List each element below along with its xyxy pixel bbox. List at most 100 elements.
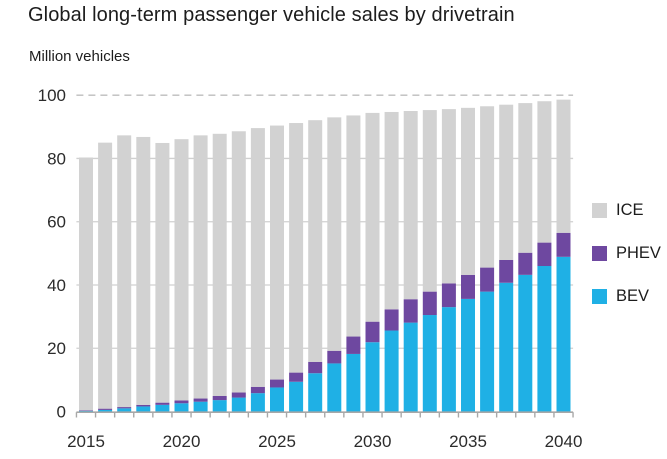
bar-segment-phev-2026 [289,372,304,382]
bar-segment-ice-2034 [441,109,456,284]
bar-segment-ice-2025 [270,125,284,380]
bar-segment-bev-2040 [556,256,571,412]
bar-segment-ice-2037 [499,104,514,260]
bar-segment-ice-2021 [193,135,208,399]
bar-segment-bev-2034 [441,307,456,412]
bar-segment-ice-2038 [518,103,533,253]
y-tick-label-20: 20 [47,339,66,358]
bar-segment-ice-2030 [365,112,380,322]
x-tick-label-2030: 2030 [354,432,392,451]
bar-segment-bev-2029 [346,353,361,412]
bar-segment-bev-2037 [499,282,514,412]
bar-segment-bev-2039 [537,266,552,412]
y-tick-label-60: 60 [47,213,66,232]
bar-segment-phev-2039 [537,242,552,267]
bar-segment-ice-2018 [136,136,151,405]
bar-segment-bev-2031 [384,330,399,412]
bar-segment-phev-2033 [422,291,437,316]
bar-segment-bev-2025 [270,387,284,412]
bar-segment-ice-2027 [308,120,323,362]
bar-segment-phev-2027 [308,361,323,374]
legend-item-ice: ICE [592,201,661,220]
bar-segment-bev-2035 [461,298,475,412]
bar-segment-phev-2020 [174,400,189,404]
bar-segment-ice-2032 [403,111,418,300]
x-tick-label-2040: 2040 [545,432,583,451]
bar-segment-bev-2020 [174,403,189,412]
bar-segment-bev-2027 [308,373,323,412]
bar-segment-phev-2025 [270,379,284,388]
bar-segment-phev-2015 [79,410,93,411]
bar-segment-bev-2026 [289,381,304,412]
bar-segment-ice-2017 [117,135,132,408]
bar-segment-bev-2021 [193,401,208,412]
legend: ICE PHEV BEV [592,201,661,306]
bar-segment-ice-2026 [289,123,304,373]
bar-segment-phev-2016 [98,408,113,410]
bar-segment-ice-2036 [480,106,495,268]
bar-segment-phev-2035 [461,274,475,299]
bar-segment-phev-2029 [346,336,361,354]
legend-label-ice: ICE [616,201,644,219]
bar-segment-ice-2019 [155,142,170,403]
bar-segment-bev-2038 [518,274,533,412]
bev-color-swatch-icon [592,289,607,304]
bar-segment-bev-2018 [136,406,151,412]
bar-segment-phev-2032 [403,299,418,323]
bar-segment-ice-2015 [79,157,93,411]
bar-segment-ice-2024 [250,128,265,387]
bar-segment-phev-2019 [155,402,170,405]
bar-segment-ice-2016 [98,142,113,409]
bar-segment-bev-2022 [212,400,227,412]
y-tick-label-0: 0 [57,403,66,422]
x-tick-label-2015: 2015 [67,432,105,451]
x-tick-label-2025: 2025 [258,432,296,451]
bar-segment-phev-2023 [231,392,246,398]
x-tick-label-2035: 2035 [449,432,487,451]
legend-label-phev: PHEV [616,244,661,262]
legend-item-bev: BEV [592,287,661,306]
bar-segment-ice-2020 [174,139,189,401]
bar-segment-bev-2015 [79,410,93,412]
legend-item-phev: PHEV [592,244,661,263]
bar-segment-phev-2030 [365,321,380,343]
bar-segment-bev-2036 [480,291,495,412]
bar-segment-ice-2029 [346,115,361,337]
bar-segment-bev-2019 [155,404,170,412]
bar-segment-ice-2033 [422,110,437,292]
bar-segment-bev-2030 [365,342,380,412]
bar-segment-bev-2032 [403,322,418,412]
bar-segment-ice-2035 [461,107,475,275]
y-tick-label-100: 100 [38,86,66,105]
bar-segment-bev-2023 [231,397,246,412]
bar-segment-phev-2038 [518,252,533,275]
bar-segment-bev-2024 [250,393,265,412]
bar-segment-ice-2031 [384,111,399,310]
bar-segment-ice-2039 [537,101,552,243]
y-tick-label-40: 40 [47,276,66,295]
bar-segment-phev-2028 [327,350,342,364]
bar-segment-phev-2040 [556,232,571,257]
bar-segment-phev-2018 [136,404,151,407]
bar-segment-phev-2036 [480,267,495,292]
bar-segment-phev-2031 [384,309,399,331]
y-axis-unit-label: Million vehicles [29,48,130,65]
bar-segment-bev-2017 [117,408,132,412]
bar-segment-ice-2022 [212,133,227,397]
bar-segment-phev-2034 [441,283,456,308]
bar-segment-phev-2021 [193,398,208,402]
bar-segment-ice-2040 [556,99,571,233]
bar-segment-ice-2023 [231,131,246,393]
bar-segment-bev-2028 [327,363,342,412]
x-tick-label-2020: 2020 [163,432,201,451]
ice-color-swatch-icon [592,203,607,218]
y-tick-label-80: 80 [47,149,66,168]
chart-title: Global long-term passenger vehicle sales… [28,4,515,26]
bar-segment-bev-2016 [98,409,113,412]
bar-segment-phev-2037 [499,259,514,283]
bar-segment-bev-2033 [422,315,437,412]
bar-segment-ice-2028 [327,117,342,351]
bar-segment-phev-2022 [212,396,227,401]
